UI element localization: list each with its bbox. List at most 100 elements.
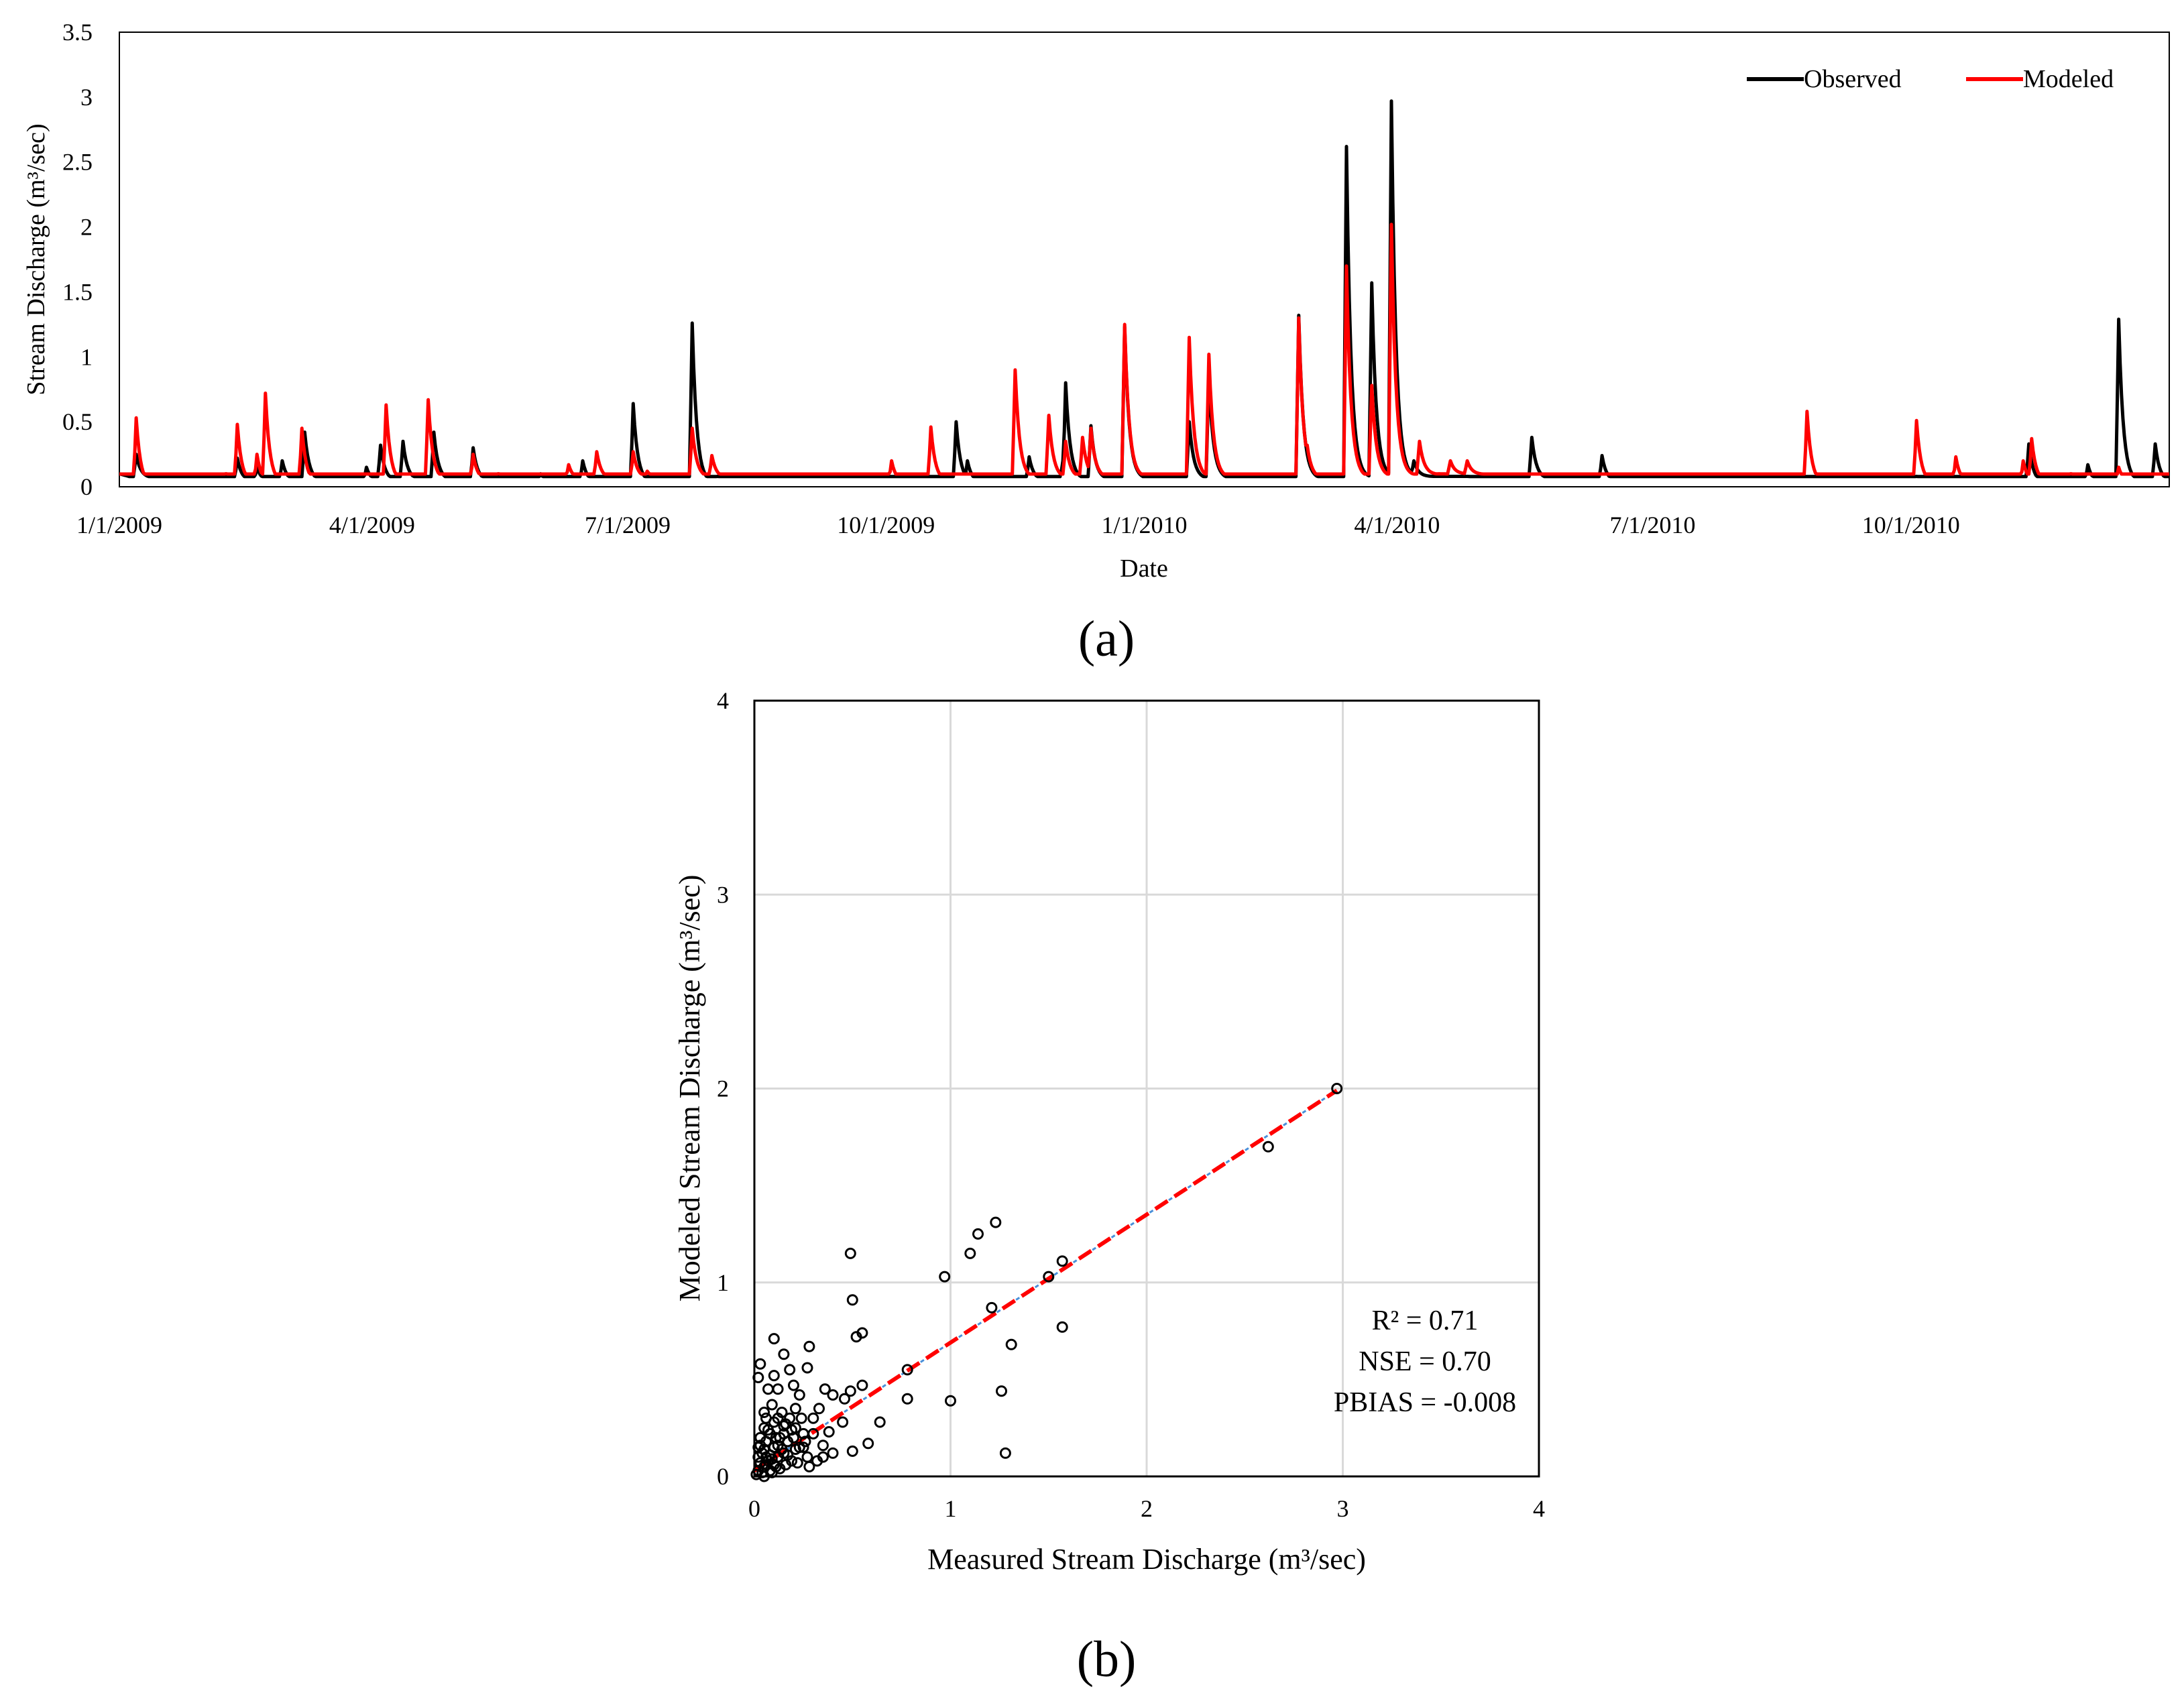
scatter-point [846,1294,858,1306]
scatter-point [793,1389,805,1401]
scatter-point [803,1461,815,1472]
scatter-point [791,1457,803,1469]
series-line-modeled [119,223,2170,476]
x-tick-label: 0 [748,1495,760,1522]
scatter-point [768,1370,780,1382]
x-tick-label: 1/1/2009 [76,512,162,538]
scatter-point [999,1447,1011,1459]
x-tick-label: 2 [1141,1495,1153,1522]
scatter-point [754,1440,766,1452]
y-tick-labels: 0 0.5 1 1.5 2 2.5 3 3.5 [62,19,93,500]
y-tick-label: 4 [717,687,729,714]
scatter-point [844,1385,856,1397]
scatter-point [762,1424,774,1436]
scatter-point [945,1395,956,1407]
y-tick-label: 0 [80,473,93,500]
scatter-point [1056,1255,1068,1267]
scatter-point [754,1457,766,1469]
y-axis-label: Modeled Stream Discharge (m³/sec) [673,875,706,1302]
scatter-point [901,1393,913,1405]
x-tick-label: 7/1/2009 [585,512,671,538]
time-series-chart: 0 0.5 1 1.5 2 2.5 3 3.5 1/1/2009 4/1/2009 7/1/200… [22,19,2170,667]
scatter-point [807,1412,819,1424]
scatter-point [856,1379,868,1391]
x-tick-labels: 1/1/2009 4/1/2009 7/1/2009 10/1/2009 1/1/201… [76,512,1960,538]
scatter-point [760,1451,772,1463]
legend-observed-label: Observed [1804,65,1902,93]
stats-box: R² = 0.71 NSE = 0.70 PBIAS = -0.008 [1334,1305,1516,1418]
scatter-point [776,1444,788,1455]
y-tick-label: 3.5 [62,19,93,46]
scatter-point [762,1383,774,1395]
scatter-point [797,1427,809,1440]
scatter-point [813,1403,825,1415]
scatter-point [846,1445,858,1457]
x-tick-label: 4 [1533,1495,1545,1522]
scatter-point [789,1403,801,1415]
scatter-point [819,1383,831,1395]
x-tick-label: 4/1/2010 [1354,512,1440,538]
y-tick-label: 1 [80,343,93,370]
scatter-point [964,1247,976,1259]
legend-modeled-label: Modeled [2023,65,2114,93]
scatter-point [850,1331,862,1343]
scatter-points [750,1083,1343,1482]
scatter-point [862,1438,874,1450]
nse-value: NSE = 0.70 [1359,1346,1491,1377]
legend: Observed Modeled [1747,65,2114,93]
scatter-point [758,1407,770,1418]
scatter-point [772,1383,784,1395]
x-axis-label: Measured Stream Discharge (m³/sec) [927,1543,1366,1576]
scatter-point [782,1449,794,1461]
scatter-point [901,1364,913,1376]
r2-value: R² = 0.71 [1372,1305,1479,1336]
scatter-point [817,1451,829,1463]
scatter-point [754,1358,766,1370]
scatter-point [801,1451,813,1463]
scatter-point [801,1362,813,1374]
y-tick-label: 1.5 [62,278,93,305]
x-tick-label: 1 [945,1495,957,1522]
scatter-point [1056,1321,1068,1333]
scatter-point [844,1247,856,1259]
panel-label-a: (a) [1078,611,1135,667]
x-tick-labels: 0 1 2 3 4 [748,1495,1545,1522]
scatter-point [766,1453,778,1465]
y-tick-label: 1 [717,1269,729,1296]
scatter-plot-frame [753,699,1540,1478]
y-tick-label: 2.5 [62,149,93,176]
series-lines [119,99,2170,479]
x-tick-label: 7/1/2010 [1609,512,1695,538]
x-tick-label: 10/1/2009 [837,512,935,538]
scatter-point [752,1442,764,1454]
scatter-point [986,1301,998,1313]
scatter-point [823,1426,835,1438]
scatter-point [768,1416,780,1428]
scatter-point [827,1447,839,1459]
scatter-point [766,1399,778,1411]
x-tick-label: 3 [1337,1495,1349,1522]
y-tick-label: 3 [717,881,729,908]
scatter-point [795,1412,807,1424]
plot-area-frame [119,32,2170,487]
scatter-point [817,1440,829,1452]
scatter-point [990,1216,1002,1228]
y-tick-label: 2 [80,214,93,241]
scatter-point [758,1470,770,1482]
scatter-point [780,1418,792,1430]
x-tick-label: 4/1/2009 [329,512,415,538]
scatter-point [788,1379,799,1391]
scatter-point [839,1393,850,1405]
scatter-point [778,1348,790,1360]
scatter-chart: 0 1 2 3 4 0 1 2 3 4 R² = 0.71 NSE = 0.70 PBIAS =… [673,687,1545,1688]
y-tick-label: 0 [717,1463,729,1490]
scatter-point [996,1385,1007,1397]
pbias-value: PBIAS = -0.008 [1334,1387,1516,1418]
x-tick-label: 10/1/2010 [1862,512,1960,538]
y-tick-label: 2 [717,1075,729,1102]
scatter-point [1262,1140,1274,1153]
y-tick-labels: 0 1 2 3 4 [717,687,729,1490]
scatter-point [837,1416,849,1428]
scatter-point [789,1444,801,1455]
scatter-point [874,1416,886,1428]
